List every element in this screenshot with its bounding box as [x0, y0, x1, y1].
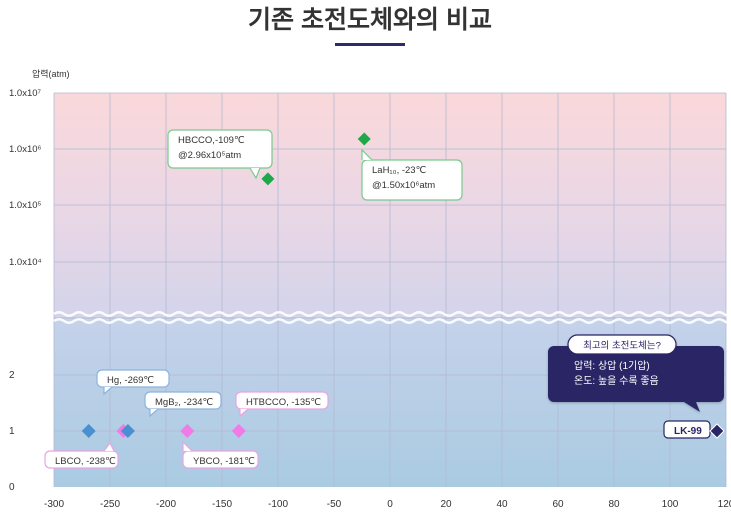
y-tick-label: 1.0x10⁵	[9, 200, 42, 211]
label-bubble-tail	[182, 440, 193, 452]
callout-title-pill	[567, 334, 677, 355]
x-tick-label: 40	[496, 499, 508, 510]
point-label: MgB₂, -234℃	[144, 391, 222, 418]
axis-break-line-lower	[53, 318, 731, 324]
x-tick-label: -300	[44, 499, 64, 510]
grid	[53, 92, 727, 487]
point-label: YBCO, -181℃	[182, 440, 259, 469]
x-axis-ticks: -300 -250 -200 -150 -100 -50 0 20 40 60 80 100 120	[44, 499, 731, 510]
x-tick-label: -100	[268, 499, 288, 510]
axis-break	[53, 311, 731, 324]
point-label-text: HTBCCO, -135℃	[246, 397, 321, 408]
data-points	[81, 132, 725, 439]
label-bubble	[167, 129, 273, 169]
y-tick-label: 0	[9, 482, 15, 493]
x-tick-label: 20	[440, 499, 452, 510]
label-bubble-tail	[103, 386, 113, 396]
x-tick-label: -200	[156, 499, 176, 510]
title-underline	[335, 43, 405, 46]
x-tick-label: 60	[552, 499, 564, 510]
y-tick-label: 2	[9, 370, 15, 381]
data-point	[120, 424, 135, 438]
x-tick-label: 120	[718, 499, 731, 510]
x-tick-label: -50	[327, 499, 342, 510]
x-tick-label: 80	[608, 499, 620, 510]
label-bubble-tail	[103, 441, 115, 452]
chart-title: 기존 초전도체와의 비교	[248, 6, 492, 34]
x-tick-label: 0	[387, 499, 393, 510]
data-point	[180, 424, 195, 438]
data-point	[261, 172, 275, 186]
axis-break-line-upper	[53, 311, 731, 317]
y-tick-label: 1.0x10⁷	[9, 88, 42, 99]
label-bubble	[144, 391, 222, 410]
label-bubble-tail	[361, 148, 373, 161]
label-bubble-tail	[249, 167, 261, 180]
y-axis-label: 압력(atm)	[32, 68, 70, 79]
label-bubble-tail	[149, 408, 159, 418]
label-bubble	[663, 420, 711, 439]
y-tick-label: 1.0x10⁴	[9, 257, 42, 268]
data-point	[231, 424, 246, 438]
label-bubble	[96, 369, 170, 388]
x-tick-label: -250	[100, 499, 120, 510]
label-bubble	[182, 450, 259, 469]
callout-title: 최고의 초전도체는?	[583, 341, 661, 352]
point-label-text: LK-99	[674, 426, 702, 437]
callout-line1: 압력: 상압 (1기압)	[574, 359, 650, 372]
point-label-text: HBCCO,-109℃	[178, 135, 245, 146]
data-point	[709, 423, 725, 439]
y-tick-label: 1	[9, 426, 15, 437]
y-axis-ticks: 0 1 2 1.0x10⁴ 1.0x10⁵ 1.0x10⁶ 1.0x10⁷	[9, 88, 42, 493]
label-bubble	[361, 159, 463, 201]
y-tick-label: 1.0x10⁶	[9, 144, 42, 155]
callout: 최고의 초전도체는? 압력: 상압 (1기압) 온도: 높을 수록 좋음	[548, 334, 724, 412]
point-label-text: LBCO, -238℃	[55, 456, 116, 467]
point-label-text: LaH₁₀, -23℃	[372, 165, 427, 176]
point-label-text: @2.96x10⁵atm	[178, 150, 241, 161]
point-label: Hg, -269℃	[96, 369, 170, 396]
label-bubble	[44, 450, 119, 469]
data-point	[81, 424, 96, 438]
point-label-text: @1.50x10⁶atm	[372, 180, 435, 191]
x-tick-label: -150	[212, 499, 232, 510]
callout-line2: 온도: 높을 수록 좋음	[574, 375, 659, 387]
x-tick-label: 100	[662, 499, 679, 510]
label-bubble	[235, 391, 329, 410]
callout-box	[548, 346, 724, 412]
label-bubble-tail	[239, 408, 249, 418]
point-label-text: MgB₂, -234℃	[155, 397, 214, 408]
point-label: HTBCCO, -135℃	[235, 391, 329, 418]
point-label-text: Hg, -269℃	[107, 375, 154, 386]
point-label: LaH₁₀, -23℃ @1.50x10⁶atm	[361, 148, 463, 201]
data-point	[357, 132, 371, 146]
point-label: LK-99	[663, 420, 711, 439]
point-label-text: YBCO, -181℃	[193, 456, 255, 467]
point-label: HBCCO,-109℃ @2.96x10⁵atm	[167, 129, 273, 180]
point-labels: Hg, -269℃ LBCO, -238℃ MgB₂, -234℃ YBCO, -18…	[44, 129, 711, 469]
point-label: LBCO, -238℃	[44, 441, 119, 469]
